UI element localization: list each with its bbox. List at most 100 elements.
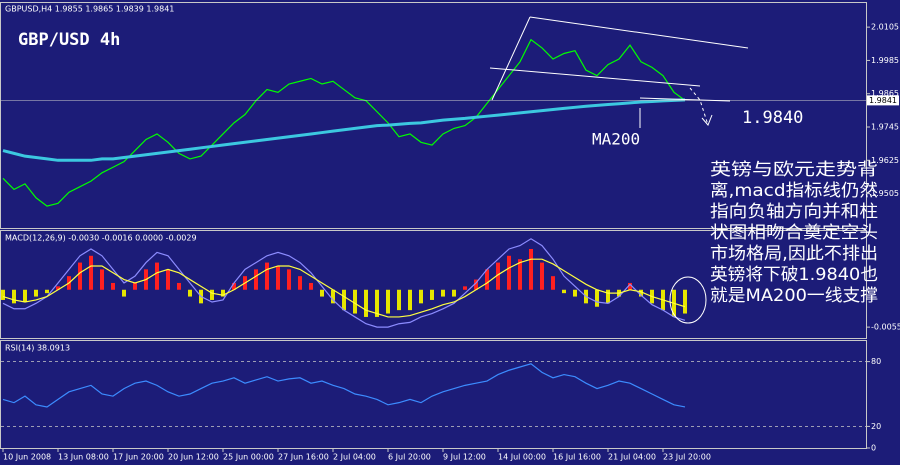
commentary-line: 状图相吻合奠定空头 [710,223,878,243]
chart-title: GBP/USD 4h [18,30,120,50]
x-tick-label: 27 Jun 16:00 [278,453,329,462]
y-tick-label: 1.9625 [871,156,899,165]
histogram-bar [551,276,555,290]
rsi-frame [0,340,867,449]
x-tick-label: 16 Jul 16:00 [553,453,601,462]
histogram-bar [683,289,687,314]
rsi-header: RSI(14) 38.0913 [5,344,70,353]
histogram-bar [364,289,368,317]
histogram-bar [78,262,82,290]
histogram-bar [12,289,16,304]
histogram-bar [408,289,412,311]
histogram-bar [540,262,544,290]
histogram-bar [232,282,236,290]
histogram-bar [254,269,258,290]
y-tick-label: 80 [871,357,881,366]
histogram-bar [298,276,302,290]
histogram-bar [529,248,533,290]
y-tick-label: 0 [871,444,876,453]
histogram-bar [287,269,291,290]
histogram-bar [485,269,489,290]
histogram-bar [221,289,225,297]
y-tick-label: 1.9985 [871,56,899,65]
histogram-bar [353,289,357,314]
trend-line [639,97,731,102]
x-tick-label: 21 Jul 04:00 [608,453,656,462]
histogram-bar [628,282,632,290]
histogram-bar [210,289,214,300]
histogram-bar [166,269,170,290]
commentary-line: 市场格局,因此不排出 [710,244,878,264]
x-tick-label: 23 Jul 20:00 [663,453,711,462]
histogram-bar [507,255,511,290]
histogram-bar [45,289,49,294]
commentary-line: 离,macd指标线仍然 [710,181,878,201]
histogram-bar [474,279,478,290]
histogram-bar [89,255,93,290]
arrow-head [701,114,713,126]
x-tick-label: 17 Jun 20:00 [113,453,164,462]
x-tick-label: 10 Jun 2008 [3,453,51,462]
macd-frame [0,230,867,339]
ma-annotation: MA200 [592,130,640,149]
histogram-bar [188,289,192,297]
y-tick-label: 1.9505 [871,189,899,198]
series-line [2,38,686,207]
trend-line [529,16,749,49]
histogram-bar [265,262,269,290]
last-price-label: 1.9841 [869,96,897,105]
histogram-bar [331,289,335,304]
histogram-bar [342,289,346,311]
series-line [2,238,686,328]
histogram-bar [133,282,137,290]
commentary: 英镑与欧元走势背离,macd指标线仍然指向负轴方向并和柱状图相吻合奠定空头市场格… [710,160,878,306]
histogram-bar [23,289,27,302]
histogram-bar [573,289,577,297]
x-tick-label: 14 Jul 00:00 [498,453,546,462]
series-line [2,363,686,408]
histogram-bar [430,289,434,300]
x-tick-label: 2 Jul 04:00 [333,453,376,462]
histogram-bar [639,289,643,297]
y-tick-label: 20 [871,422,881,431]
histogram-bar [595,289,599,307]
trend-lines [489,16,749,324]
y-tick-label: 1.9745 [871,123,899,132]
x-tick-label: 9 Jul 12:00 [443,453,486,462]
histogram-bar [463,286,467,290]
commentary-line: 英镑将下破1.9840也 [710,265,878,285]
histogram-bar [518,259,522,290]
trend-line [491,16,531,101]
y-tick-label: -0.0055 [871,323,900,332]
histogram-bar [441,289,445,297]
histogram-bar [606,289,610,304]
x-tick-label: 25 Jun 00:00 [223,453,274,462]
macd-header: MACD(12,26,9) -0.0030 -0.0016 0.0000 -0.… [5,234,197,243]
y-tick-label: 2.0105 [871,23,899,32]
histogram-bar [419,289,423,304]
histogram-bar [375,289,379,317]
x-tick-label: 6 Jul 20:00 [388,453,431,462]
histogram-bar [386,289,390,314]
histogram-bar [309,282,313,290]
commentary-line: 就是MA200一线支撑 [710,286,878,306]
histogram-bar [276,265,280,290]
commentary-line: 指向负轴方向并和柱 [710,202,878,222]
histogram-bar [34,289,38,297]
histogram-bar [452,289,456,297]
last-price-box [867,95,899,106]
histogram-bar [496,262,500,290]
price-annotation: 1.9840 [742,108,803,128]
histogram-bar [56,286,60,290]
price-frame [0,2,867,229]
histogram-bar [1,289,5,300]
y-tick-label: 1.9865 [871,89,899,98]
histogram-bar [562,289,566,294]
series-line [2,258,686,318]
x-tick-label: 20 Jun 12:00 [168,453,219,462]
commentary-line: 英镑与欧元走势背 [710,160,878,180]
histogram-bar [100,269,104,290]
x-tick-label: 13 Jun 08:00 [58,453,109,462]
